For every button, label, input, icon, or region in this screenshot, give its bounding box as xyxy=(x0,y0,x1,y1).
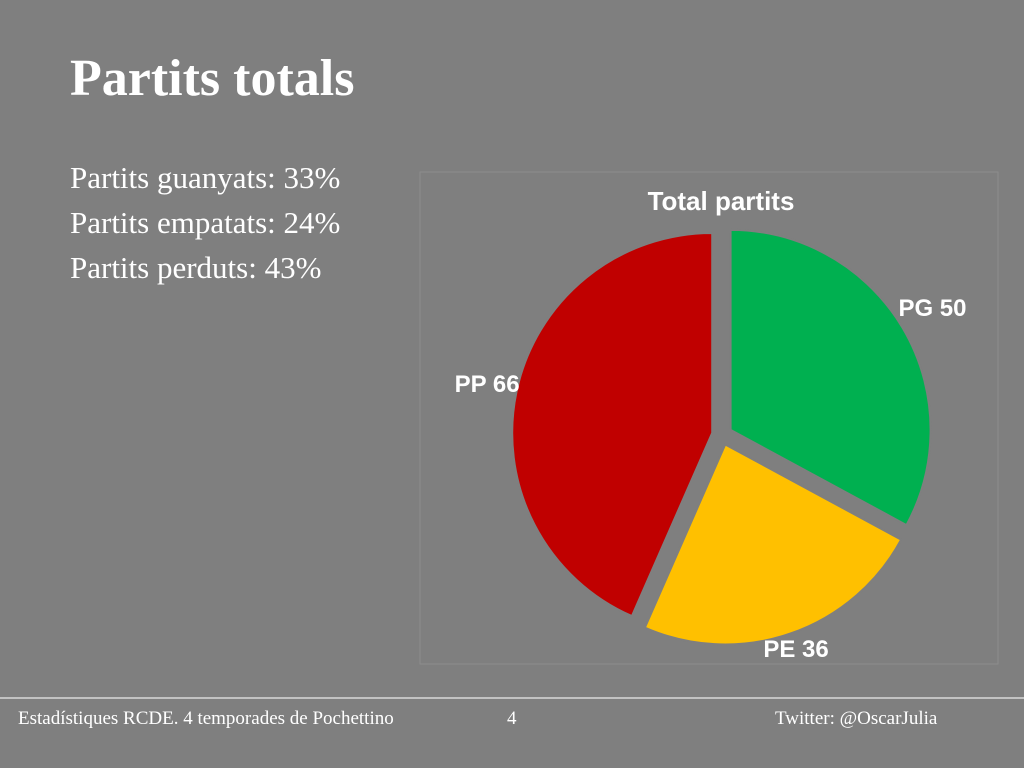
bullet-line: Partits perduts: 43% xyxy=(70,250,321,285)
bullet-line: Partits guanyats: 33% xyxy=(70,160,340,195)
pie-slice xyxy=(511,231,714,618)
bullet-line: Partits empatats: 24% xyxy=(70,205,340,240)
data-label: PE 36 xyxy=(763,636,828,663)
slide-title: Partits totals xyxy=(70,50,354,107)
chart-frame xyxy=(419,171,999,665)
data-label: PP 66 xyxy=(455,371,520,398)
data-label: PG 50 xyxy=(898,295,966,322)
footer-right: Twitter: @OscarJulia xyxy=(775,708,938,729)
chart-title: Total partits xyxy=(648,186,795,216)
footer-left: Estadístiques RCDE. 4 temporades de Poch… xyxy=(18,708,394,729)
pie-slice xyxy=(729,228,932,527)
pie-slice xyxy=(643,443,903,646)
footer-page: 4 xyxy=(507,708,517,729)
